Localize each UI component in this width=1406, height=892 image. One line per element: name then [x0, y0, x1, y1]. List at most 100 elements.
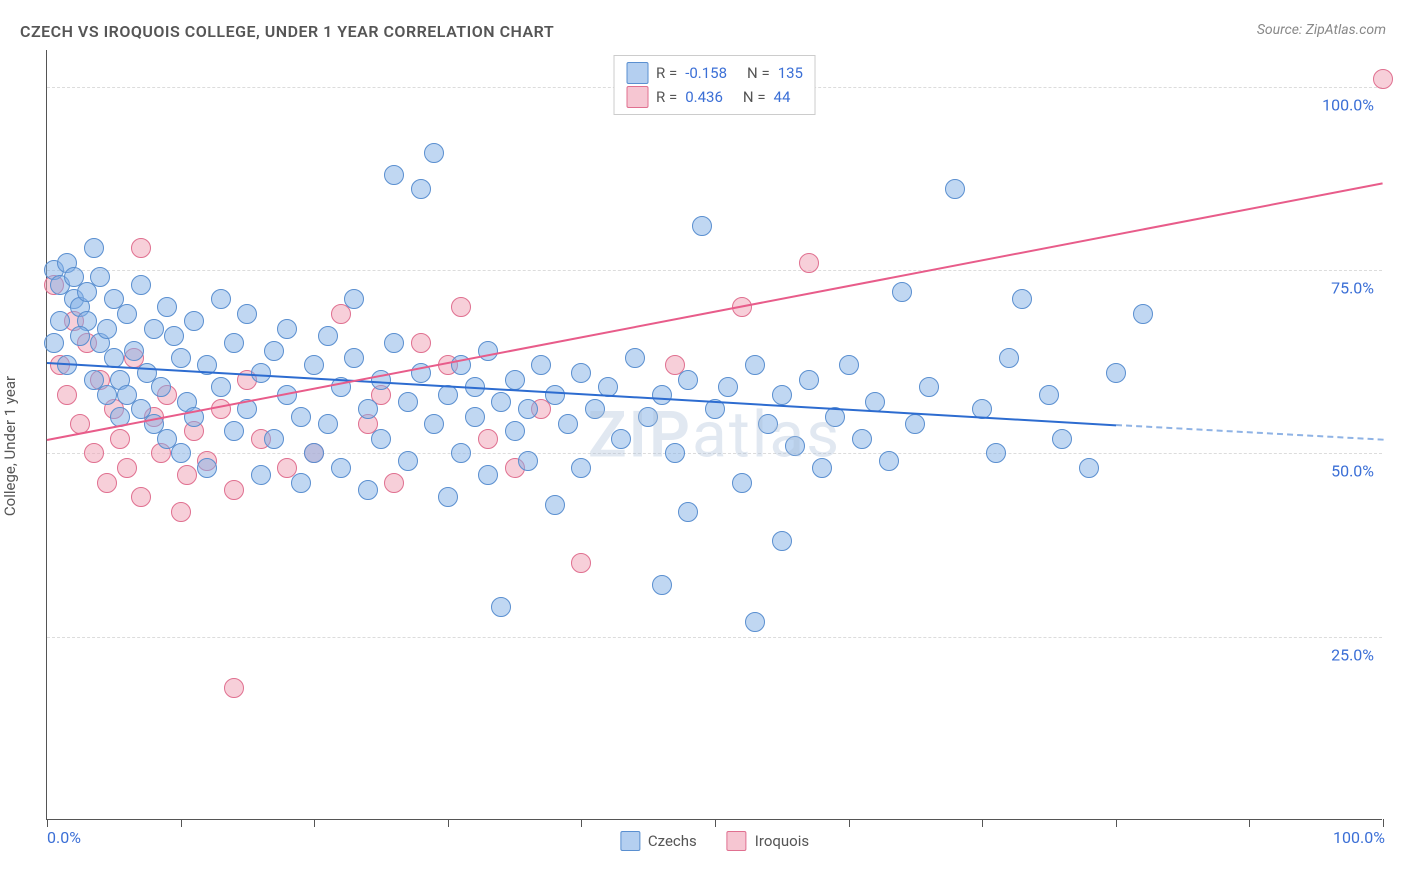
scatter-point-blue [491, 392, 511, 412]
x-tick [1116, 819, 1117, 827]
scatter-point-blue [678, 370, 698, 390]
scatter-point-blue [1079, 458, 1099, 478]
scatter-point-blue [318, 326, 338, 346]
scatter-point-blue [171, 443, 191, 463]
scatter-point-blue [1039, 385, 1059, 405]
x-tick [715, 819, 716, 827]
scatter-point-blue [905, 414, 925, 434]
scatter-point-blue [398, 392, 418, 412]
scatter-point-blue [211, 377, 231, 397]
scatter-point-pink [1373, 69, 1393, 89]
legend-swatch [727, 831, 747, 851]
scatter-point-blue [879, 451, 899, 471]
scatter-point-blue [505, 370, 525, 390]
scatter-point-pink [84, 443, 104, 463]
scatter-point-pink [211, 399, 231, 419]
y-tick-label: 75.0% [1331, 279, 1374, 298]
legend-r-value: 0.436 [685, 88, 723, 106]
scatter-point-blue [358, 399, 378, 419]
scatter-point-pink [117, 458, 137, 478]
scatter-point-blue [398, 451, 418, 471]
scatter-point-blue [732, 473, 752, 493]
scatter-point-blue [438, 487, 458, 507]
scatter-point-blue [1012, 289, 1032, 309]
scatter-point-blue [638, 407, 658, 427]
scatter-point-blue [518, 399, 538, 419]
scatter-point-blue [251, 363, 271, 383]
scatter-point-blue [424, 414, 444, 434]
x-tick [314, 819, 315, 827]
scatter-point-blue [999, 348, 1019, 368]
scatter-point-blue [277, 319, 297, 339]
scatter-point-blue [84, 238, 104, 258]
scatter-point-blue [945, 179, 965, 199]
x-tick [581, 819, 582, 827]
scatter-point-blue [384, 333, 404, 353]
gridline [47, 453, 1382, 454]
scatter-point-blue [90, 267, 110, 287]
x-tick [982, 819, 983, 827]
scatter-point-blue [505, 421, 525, 441]
scatter-point-pink [57, 385, 77, 405]
correlation-legend: R =-0.158N =135R =0.436N =44 [613, 55, 816, 115]
scatter-point-blue [144, 319, 164, 339]
legend-r-label: R = [656, 64, 677, 82]
scatter-point-blue [411, 179, 431, 199]
scatter-point-blue [571, 363, 591, 383]
gridline [47, 270, 1382, 271]
scatter-point-blue [291, 473, 311, 493]
scatter-point-blue [919, 377, 939, 397]
legend-n-value: 135 [778, 64, 803, 82]
scatter-point-pink [131, 487, 151, 507]
scatter-point-blue [852, 429, 872, 449]
y-tick-label: 25.0% [1331, 645, 1374, 664]
scatter-point-blue [304, 443, 324, 463]
scatter-point-blue [424, 143, 444, 163]
scatter-point-blue [611, 429, 631, 449]
y-tick-label: 50.0% [1331, 462, 1374, 481]
scatter-point-blue [264, 429, 284, 449]
scatter-point-blue [745, 355, 765, 375]
scatter-point-blue [97, 385, 117, 405]
scatter-point-blue [171, 348, 191, 368]
scatter-point-pink [224, 480, 244, 500]
x-tick [849, 819, 850, 827]
scatter-point-blue [1106, 363, 1126, 383]
scatter-point-blue [184, 311, 204, 331]
scatter-point-blue [358, 480, 378, 500]
scatter-point-blue [344, 289, 364, 309]
scatter-point-blue [50, 311, 70, 331]
scatter-point-blue [131, 275, 151, 295]
scatter-point-blue [745, 612, 765, 632]
x-tick [47, 819, 48, 827]
legend-label: Czechs [648, 832, 697, 850]
y-tick-label: 100.0% [1322, 95, 1374, 114]
scatter-point-blue [197, 458, 217, 478]
legend-label: Iroquois [755, 832, 809, 850]
legend-r-label: R = [656, 88, 677, 106]
scatter-point-pink [411, 333, 431, 353]
x-tick [448, 819, 449, 827]
scatter-point-pink [171, 502, 191, 522]
gridline [47, 637, 1382, 638]
scatter-point-pink [799, 253, 819, 273]
scatter-point-blue [1133, 304, 1153, 324]
legend-n-label: N = [747, 64, 770, 82]
legend-row: R =0.436N =44 [626, 86, 803, 108]
scatter-point-blue [264, 341, 284, 361]
scatter-point-pink [571, 553, 591, 573]
scatter-point-pink [177, 465, 197, 485]
scatter-point-blue [124, 341, 144, 361]
legend-n-value: 44 [774, 88, 791, 106]
scatter-point-blue [839, 355, 859, 375]
legend-item: Iroquois [727, 831, 809, 851]
scatter-point-pink [224, 678, 244, 698]
scatter-point-blue [772, 385, 792, 405]
scatter-point-pink [451, 297, 471, 317]
scatter-point-blue [665, 443, 685, 463]
scatter-point-blue [465, 407, 485, 427]
scatter-point-blue [291, 407, 311, 427]
scatter-point-blue [772, 531, 792, 551]
scatter-point-blue [70, 326, 90, 346]
scatter-point-blue [491, 597, 511, 617]
